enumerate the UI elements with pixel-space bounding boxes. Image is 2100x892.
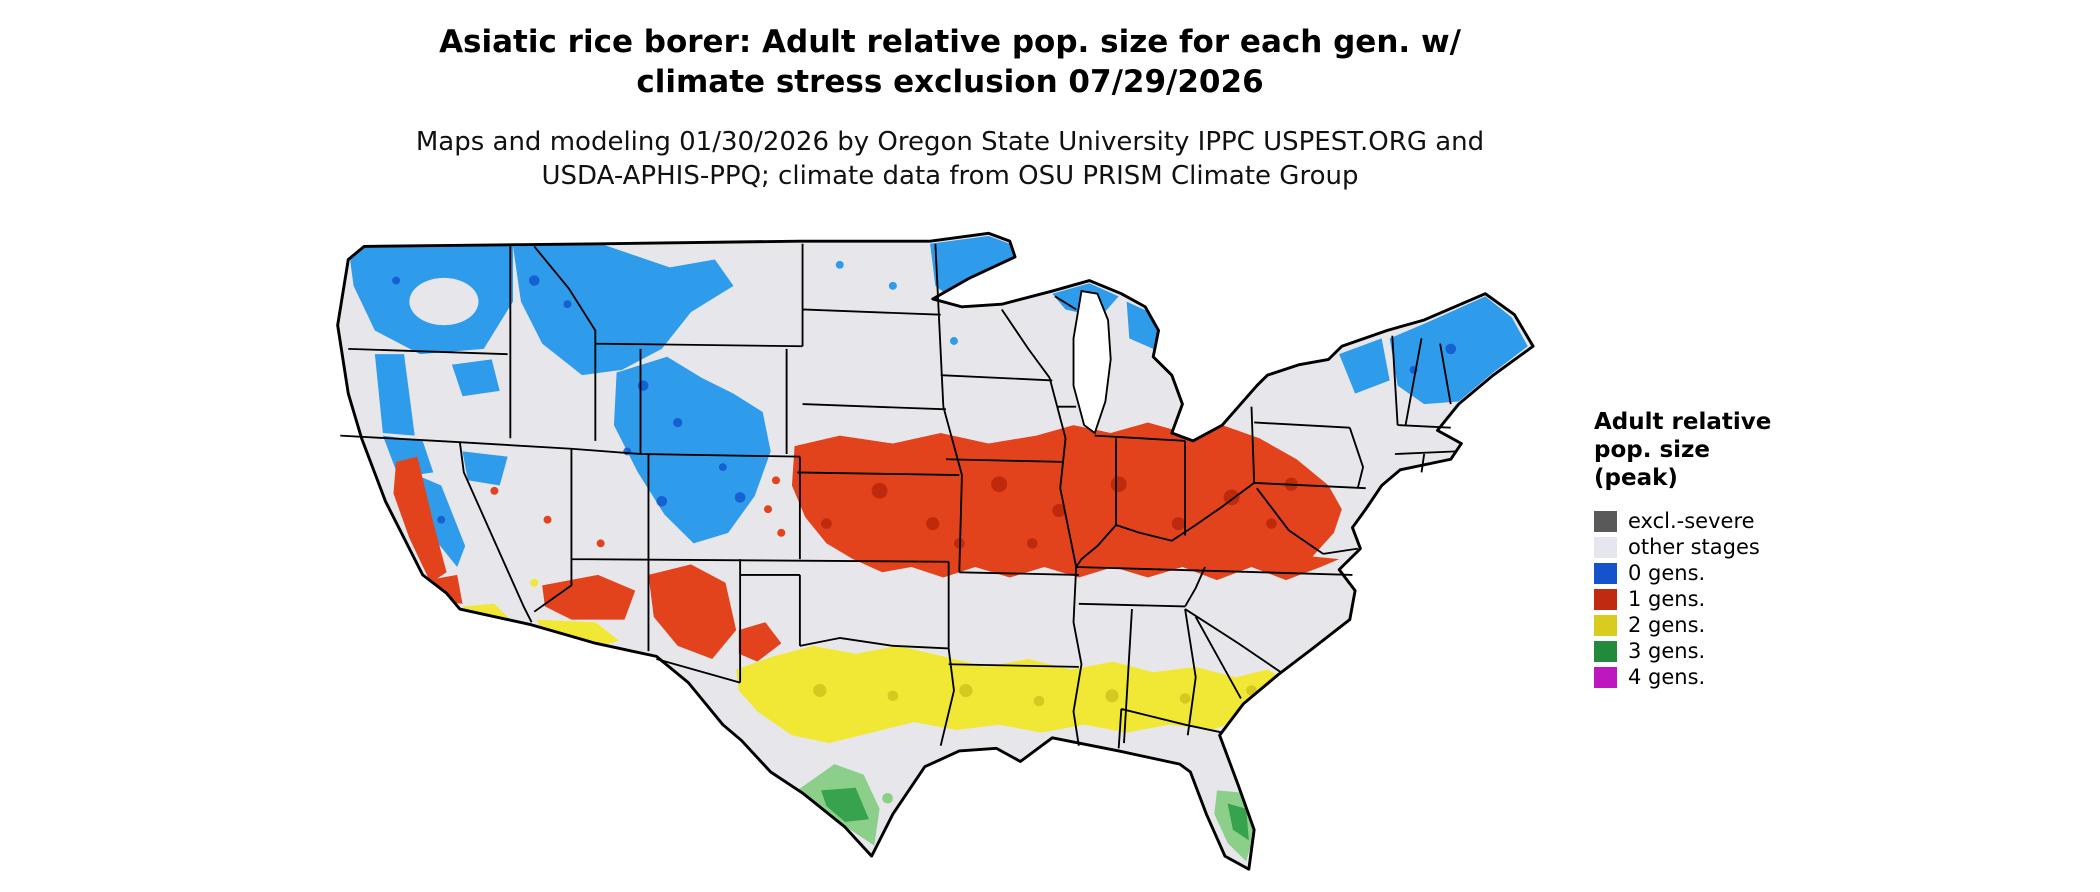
region-3-gens-core: [821, 787, 1249, 841]
legend-swatch: [1594, 614, 1617, 636]
figure-subtitle: Maps and modeling 01/30/2026 by Oregon S…: [0, 125, 1900, 193]
legend-items: excl.-severe other stages 0 gens. 1 gens…: [1594, 508, 1854, 690]
legend-item-other-stages: other stages: [1594, 534, 1854, 560]
us-map-svg: [336, 231, 1535, 871]
legend-swatch: [1594, 666, 1617, 688]
legend-item-0-gens: 0 gens.: [1594, 560, 1854, 586]
legend-item-excl-severe: excl.-severe: [1594, 508, 1854, 534]
state-borders: [340, 243, 1457, 749]
legend-swatch: [1594, 536, 1617, 558]
map-basin-holes: [409, 277, 596, 414]
figure-subtitle-line2: USDA-APHIS-PPQ; climate data from OSU PR…: [541, 161, 1359, 191]
figure-title-line2: climate stress exclusion 07/29/2026: [636, 64, 1264, 100]
us-map: [335, 228, 1557, 885]
legend-title-line3: (peak): [1594, 465, 1678, 491]
legend-item-4-gens: 4 gens.: [1594, 664, 1854, 690]
legend-title-line2: pop. size: [1594, 437, 1711, 463]
region-0-gens-speckles: [392, 275, 1457, 524]
legend-item-3-gens: 3 gens.: [1594, 638, 1854, 664]
legend-item-1-gens: 1 gens.: [1594, 586, 1854, 612]
legend-title-line1: Adult relative: [1594, 409, 1772, 435]
legend-swatch: [1594, 510, 1617, 532]
legend-swatch: [1594, 588, 1617, 610]
legend-swatch: [1594, 640, 1617, 662]
legend-swatch: [1594, 562, 1617, 584]
figure-title-line1: Asiatic rice borer: Adult relative pop. …: [439, 24, 1461, 60]
region-2-gens-speckles: [813, 683, 1257, 707]
legend: Adult relative pop. size (peak) excl.-se…: [1594, 408, 1854, 690]
legend-item-label: 3 gens.: [1628, 639, 1706, 663]
legend-item-2-gens: 2 gens.: [1594, 612, 1854, 638]
legend-title: Adult relative pop. size (peak): [1594, 408, 1854, 492]
legend-item-label: other stages: [1628, 535, 1760, 559]
figure-subtitle-line1: Maps and modeling 01/30/2026 by Oregon S…: [415, 127, 1485, 157]
legend-item-label: 4 gens.: [1628, 665, 1706, 689]
legend-item-label: 2 gens.: [1628, 613, 1706, 637]
figure-title: Asiatic rice borer: Adult relative pop. …: [0, 22, 1900, 102]
legend-item-label: 1 gens.: [1628, 587, 1706, 611]
region-1-gens: [393, 422, 1342, 662]
legend-item-label: 0 gens.: [1628, 561, 1706, 585]
legend-item-label: excl.-severe: [1628, 509, 1755, 533]
lake-michigan: [1072, 290, 1112, 435]
